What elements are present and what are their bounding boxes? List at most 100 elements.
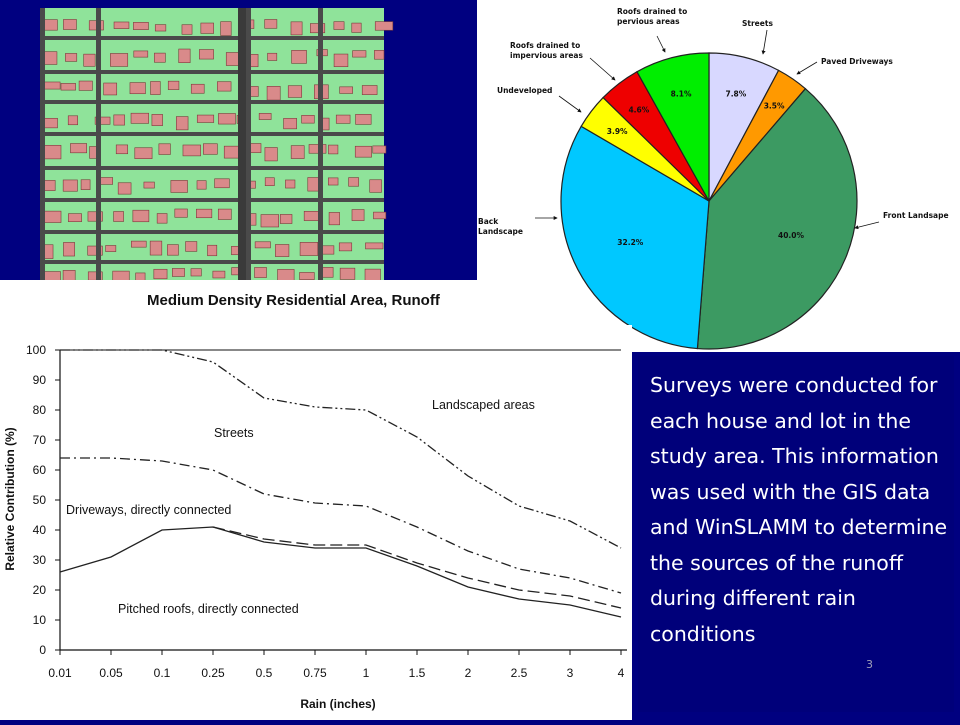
line-series xyxy=(59,349,622,618)
map-roof xyxy=(207,244,218,257)
residential-map-panel xyxy=(0,0,477,280)
map-roof xyxy=(190,268,202,277)
map-roof xyxy=(167,244,179,256)
pie-pct-label-1: 3.5% xyxy=(764,102,785,111)
map-roof xyxy=(63,242,75,257)
map-roof xyxy=(113,114,125,126)
map-main-road xyxy=(238,8,246,280)
pie-slice-3 xyxy=(560,125,710,350)
map-roof xyxy=(372,145,387,154)
pie-category-label-1: Paved Driveways xyxy=(821,57,893,66)
map-roof xyxy=(299,272,315,280)
map-road xyxy=(40,132,384,136)
map-road xyxy=(40,36,384,40)
map-road xyxy=(40,166,384,170)
line-series-3 xyxy=(59,526,622,618)
pie-pct-label-3: 32.2% xyxy=(617,238,644,247)
map-roof xyxy=(267,52,278,61)
map-roof xyxy=(43,117,58,129)
map-roof xyxy=(154,52,166,63)
y-tick-label: 90 xyxy=(33,373,47,387)
map-roof xyxy=(290,145,305,159)
map-roof xyxy=(328,212,340,226)
pie-pct-label-0: 7.8% xyxy=(725,89,746,98)
map-roof xyxy=(365,242,384,250)
map-roof xyxy=(220,21,232,36)
map-roof xyxy=(167,80,180,90)
map-road xyxy=(318,8,323,280)
map-roof xyxy=(190,83,205,94)
map-roof xyxy=(339,86,353,94)
map-roof xyxy=(335,114,351,124)
map-roof xyxy=(150,81,161,95)
map-road xyxy=(96,8,101,280)
map-roof xyxy=(113,21,130,29)
x-tick-label: 3 xyxy=(567,666,574,680)
map-roof xyxy=(217,81,232,92)
map-roof xyxy=(151,114,163,126)
pie-category-label-2: Front Landsape xyxy=(883,211,949,220)
map-roof xyxy=(83,53,96,67)
map-roof xyxy=(266,86,281,101)
map-roof xyxy=(170,180,188,193)
pie-chart-panel: 7.8% 3.5% 40.0% 32.2% 3.9% 4.6% 8.1% Streets Pa… xyxy=(477,0,960,352)
map-roof xyxy=(78,80,93,91)
relative-contribution-line-chart: 0 10 20 30 40 50 60 70 80 90 100 0.01 0.05 0.1 0.25 0.5… xyxy=(3,343,627,711)
map-roof xyxy=(87,245,103,256)
map-roof xyxy=(196,114,215,123)
map-roof xyxy=(87,211,103,222)
x-tick-label: 0.05 xyxy=(99,666,123,680)
map-roof xyxy=(308,144,327,154)
y-tick-label: 40 xyxy=(33,523,47,537)
map-roof xyxy=(254,241,271,249)
map-roof xyxy=(110,53,129,67)
map-roads xyxy=(40,8,384,280)
map-roof xyxy=(87,271,103,280)
line-ticks: 0 10 20 30 40 50 60 70 80 90 100 0.01 0.05 0.1 0.25 0.5… xyxy=(26,343,625,680)
pie-slice-2 xyxy=(696,87,858,350)
map-roof xyxy=(290,21,303,36)
map-roof xyxy=(196,180,207,190)
map-roof xyxy=(134,147,153,159)
residential-map xyxy=(40,8,394,280)
map-roof xyxy=(43,210,62,223)
pie-pct-label-6: 8.1% xyxy=(671,90,692,99)
map-roof xyxy=(217,208,232,220)
pie-slices: 7.8% 3.5% 40.0% 32.2% 3.9% 4.6% 8.1% xyxy=(560,52,858,350)
map-roof xyxy=(254,267,267,278)
line-series-1 xyxy=(60,457,622,594)
pie-leader-1 xyxy=(796,61,818,75)
map-roof xyxy=(43,180,56,191)
map-roof xyxy=(354,145,372,158)
map-roof xyxy=(351,209,365,221)
map-roof xyxy=(62,270,76,280)
map-roof xyxy=(117,182,132,195)
map-roof xyxy=(277,269,295,280)
map-roof xyxy=(364,268,381,280)
pie-leader-0 xyxy=(761,29,768,55)
y-tick-label: 60 xyxy=(33,463,47,477)
runoff-source-pie-chart: 7.8% 3.5% 40.0% 32.2% 3.9% 4.6% 8.1% Streets Pa… xyxy=(478,7,949,350)
map-roof xyxy=(218,113,236,125)
y-tick-label: 0 xyxy=(39,643,46,657)
map-roof xyxy=(374,50,385,60)
map-roof xyxy=(105,245,117,252)
map-roof xyxy=(178,48,191,63)
map-roof xyxy=(143,181,155,189)
description-box: Surveys were conducted for each house an… xyxy=(638,356,954,712)
map-roof xyxy=(321,267,334,278)
map-roof xyxy=(310,23,326,34)
x-tick-label: 4 xyxy=(618,666,625,680)
pie-pct-label-5: 4.6% xyxy=(628,105,649,114)
map-road xyxy=(246,8,251,280)
map-roof xyxy=(115,144,128,155)
map-roof xyxy=(200,22,214,34)
map-roof xyxy=(196,208,213,219)
map-road xyxy=(40,8,45,280)
x-tick-label: 0.75 xyxy=(303,666,327,680)
map-roof xyxy=(225,52,240,66)
map-roof xyxy=(369,179,382,193)
x-tick-label: 1 xyxy=(363,666,370,680)
pie-category-label-3: Back Landscape xyxy=(478,217,523,236)
map-roof xyxy=(43,51,58,65)
